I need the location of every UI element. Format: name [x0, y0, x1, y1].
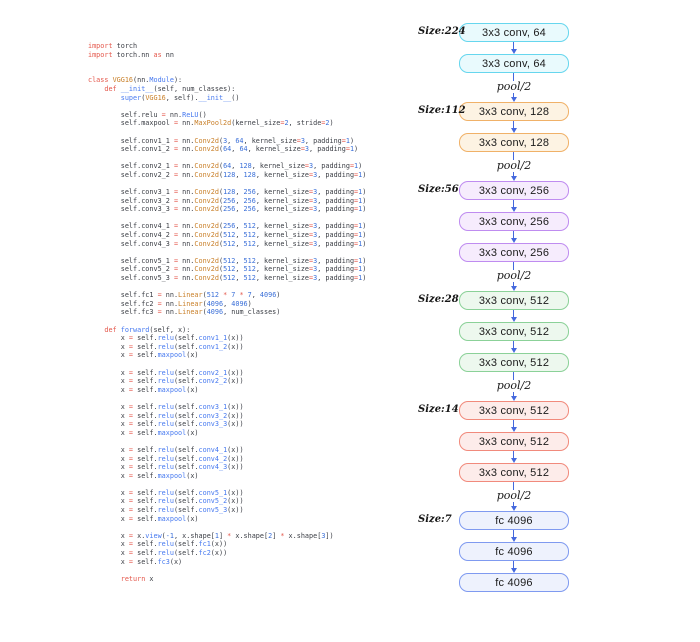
arrow-line: [513, 530, 514, 537]
conv-box: 3x3 conv, 512: [459, 401, 569, 420]
arrow-down-icon: [459, 231, 569, 243]
conv-box: 3x3 conv, 128: [459, 133, 569, 152]
arrow-down-icon: [459, 42, 569, 54]
arrow-down-icon: [459, 420, 569, 432]
conv-group: Size:112 3x3 conv, 128 3x3 conv, 128: [418, 102, 569, 152]
pool-arrow-down-icon: pool/2: [459, 372, 569, 401]
pool-label: pool/2: [493, 160, 535, 172]
arrow-down-icon: [459, 310, 569, 322]
arrow-head-icon: [510, 238, 517, 243]
conv-box: 3x3 conv, 512: [459, 291, 569, 310]
arrow-down-icon: [459, 561, 569, 573]
arrow-head-icon: [510, 506, 517, 511]
conv-box: 3x3 conv, 64: [459, 54, 569, 73]
pool-label: pool/2: [493, 380, 535, 392]
size-label: Size:56: [418, 184, 459, 195]
arrow-head-icon: [510, 97, 517, 102]
arrow-line: [513, 200, 514, 207]
conv-group: Size:14 3x3 conv, 512 3x3 conv, 512 3x3 con…: [418, 401, 569, 482]
conv-box: 3x3 conv, 256: [459, 212, 569, 231]
arrow-line: [513, 310, 514, 317]
code-block: import torch import torch.nn as nn class…: [88, 42, 367, 583]
arrow-head-icon: [510, 286, 517, 291]
pool-arrow-down-icon: pool/2: [459, 73, 569, 102]
arrow-head-icon: [510, 128, 517, 133]
arrow-line: [513, 341, 514, 348]
arrow-down-icon: [459, 451, 569, 463]
size-label: Size:112: [418, 105, 466, 116]
pool-arrow-down-icon: pool/2: [459, 152, 569, 181]
arrow-line: [513, 451, 514, 458]
conv-group: Size:28 3x3 conv, 512 3x3 conv, 512 3x3 con…: [418, 291, 569, 372]
arrow-head-icon: [510, 458, 517, 463]
fc-box: fc 4096: [459, 573, 569, 592]
pool-arrow-down-icon: pool/2: [459, 482, 569, 511]
arrow-head-icon: [510, 317, 517, 322]
arrow-line: [513, 420, 514, 427]
conv-box: 3x3 conv, 512: [459, 322, 569, 341]
arrow-head-icon: [510, 348, 517, 353]
arrow-line: [513, 231, 514, 238]
arrow-head-icon: [510, 568, 517, 573]
arrow-down-icon: [459, 341, 569, 353]
conv-box: 3x3 conv, 512: [459, 463, 569, 482]
conv-box: 3x3 conv, 64: [459, 23, 569, 42]
architecture-diagram: Size:224 3x3 conv, 64 3x3 conv, 64 pool/2 Si…: [418, 23, 569, 592]
arrow-line: [513, 561, 514, 568]
fc-box: fc 4096: [459, 511, 569, 530]
arrow-line: [513, 121, 514, 128]
conv-box: 3x3 conv, 256: [459, 181, 569, 200]
arrow-down-icon: [459, 121, 569, 133]
conv-box: 3x3 conv, 256: [459, 243, 569, 262]
conv-box: 3x3 conv, 512: [459, 353, 569, 372]
size-label: Size:28: [418, 294, 459, 305]
size-label: Size:7: [418, 514, 452, 525]
conv-box: 3x3 conv, 512: [459, 432, 569, 451]
arrow-head-icon: [510, 49, 517, 54]
arrow-head-icon: [510, 537, 517, 542]
arrow-head-icon: [510, 176, 517, 181]
pool-label: pool/2: [493, 81, 535, 93]
conv-group: Size:56 3x3 conv, 256 3x3 conv, 256 3x3 con…: [418, 181, 569, 262]
size-label: Size:14: [418, 404, 459, 415]
conv-group: Size:7 fc 4096 fc 4096 fc 4096: [418, 511, 569, 592]
arrow-head-icon: [510, 207, 517, 212]
conv-box: 3x3 conv, 128: [459, 102, 569, 121]
arrow-down-icon: [459, 200, 569, 212]
size-label: Size:224: [418, 26, 466, 37]
conv-group: Size:224 3x3 conv, 64 3x3 conv, 64: [418, 23, 569, 73]
pool-label: pool/2: [493, 490, 535, 502]
arrow-head-icon: [510, 427, 517, 432]
arrow-line: [513, 42, 514, 49]
pool-label: pool/2: [493, 270, 535, 282]
pool-arrow-down-icon: pool/2: [459, 262, 569, 291]
fc-box: fc 4096: [459, 542, 569, 561]
arrow-head-icon: [510, 396, 517, 401]
arrow-down-icon: [459, 530, 569, 542]
